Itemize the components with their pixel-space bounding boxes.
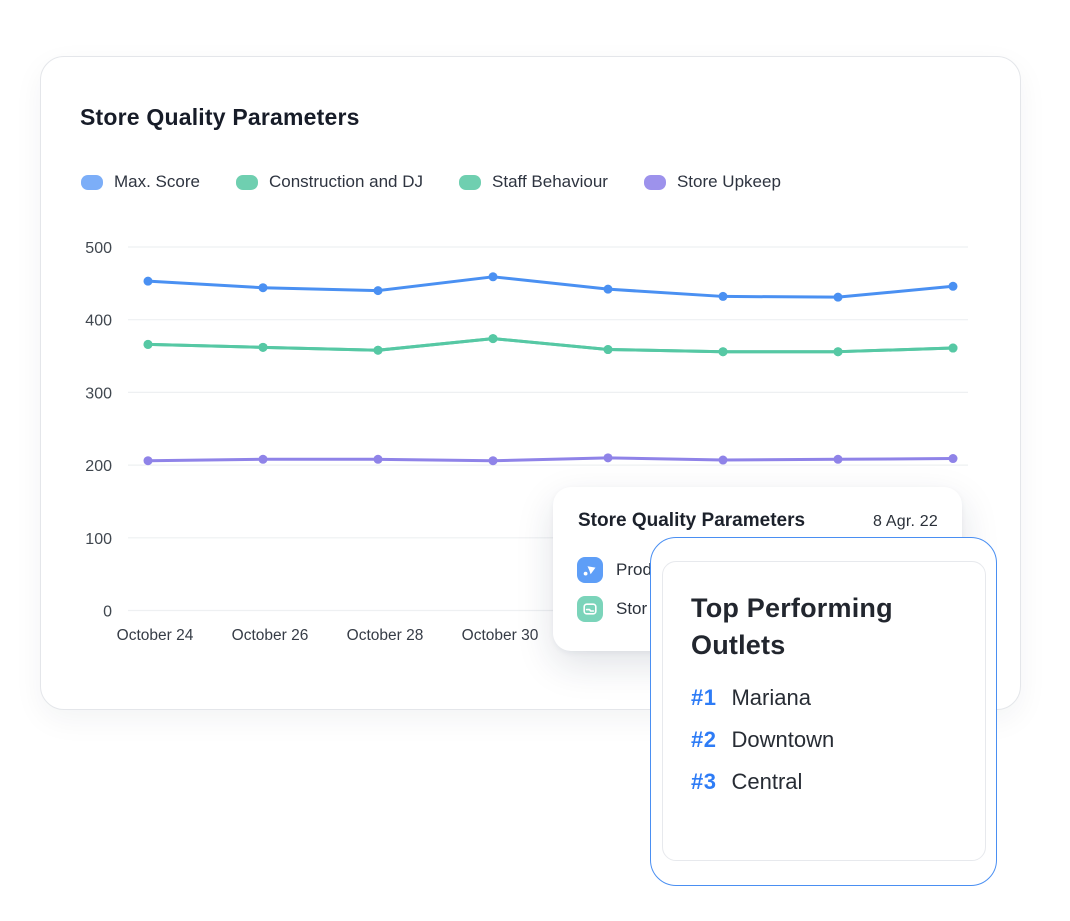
series-line-max-score [146, 275, 955, 299]
mail-icon [577, 596, 603, 622]
y-axis-label: 200 [85, 458, 112, 475]
data-point[interactable] [948, 343, 958, 353]
y-axis-label: 300 [85, 385, 112, 402]
data-point[interactable] [718, 291, 728, 301]
series-line-store-upkeep [146, 456, 955, 463]
tooltip-row: Stor [577, 596, 647, 622]
data-point[interactable] [603, 284, 613, 294]
y-axis-label: 500 [85, 240, 112, 257]
data-point[interactable] [258, 283, 268, 293]
data-point[interactable] [718, 347, 728, 357]
data-point[interactable] [603, 453, 613, 463]
chart-legend: Max. Score Construction and DJ Staff Behav… [81, 172, 781, 192]
outlet-rank: #2 [691, 727, 717, 752]
tooltip-title: Store Quality Parameters [578, 510, 806, 531]
outlet-item: #2 Downtown [691, 727, 834, 753]
legend-item[interactable]: Staff Behaviour [459, 172, 608, 192]
chart-title: Store Quality Parameters [80, 104, 360, 130]
data-point[interactable] [948, 454, 958, 464]
outlet-item: #3 Central [691, 769, 802, 795]
data-point[interactable] [258, 454, 268, 464]
data-point[interactable] [258, 342, 268, 352]
legend-label: Store Upkeep [676, 172, 781, 191]
legend-item[interactable]: Max. Score [81, 172, 200, 192]
x-axis-label: October 24 [117, 627, 194, 644]
data-point[interactable] [488, 272, 498, 282]
data-point[interactable] [488, 334, 498, 344]
legend-item[interactable]: Store Upkeep [643, 172, 781, 192]
top-outlets-inner-panel: Top Performing Outlets #1 Mariana #2 Dow… [662, 561, 986, 861]
outlet-name: Mariana [731, 685, 811, 710]
legend-swatch [81, 174, 103, 190]
tooltip-row: Prod [577, 557, 652, 583]
data-point[interactable] [373, 345, 383, 355]
legend-label: Staff Behaviour [492, 172, 608, 191]
outlet-item: #1 Mariana [691, 685, 811, 711]
y-axis-label: 100 [85, 531, 112, 548]
legend-label: Max. Score [114, 172, 200, 191]
outlet-rank: #1 [691, 685, 717, 710]
arrow-icon [577, 557, 603, 583]
data-point[interactable] [718, 455, 728, 465]
tooltip-row-label: Stor [616, 599, 648, 618]
data-point[interactable] [143, 456, 153, 466]
x-axis-label: October 26 [232, 627, 309, 644]
data-point[interactable] [488, 456, 498, 466]
data-point[interactable] [373, 286, 383, 296]
data-point[interactable] [143, 276, 153, 286]
tooltip-row-label: Prod [616, 560, 652, 579]
y-axis-label: 400 [85, 313, 112, 330]
y-axis-label: 0 [103, 604, 112, 621]
top-outlets-card: Top Performing Outlets #1 Mariana #2 Dow… [650, 537, 997, 886]
data-point[interactable] [603, 345, 613, 355]
data-point[interactable] [833, 347, 843, 357]
data-point[interactable] [833, 454, 843, 464]
data-point[interactable] [143, 339, 153, 349]
outlet-rank: #3 [691, 769, 717, 794]
tooltip-date: 8 Agr. 22 [873, 513, 938, 530]
legend-swatch [235, 174, 258, 190]
legend-swatch [643, 174, 666, 190]
x-axis-label: October 30 [462, 627, 539, 644]
data-point[interactable] [373, 454, 383, 464]
data-point[interactable] [948, 281, 958, 291]
outlets-title: Top Performing Outlets [691, 593, 893, 660]
outlet-name: Central [731, 769, 803, 794]
legend-item[interactable]: Construction and DJ [235, 172, 424, 192]
series-line-staff-behaviour [146, 337, 955, 354]
line-chart: 500 400 300 200 100 0 October 24 October 26 Octo… [85, 240, 968, 644]
data-point[interactable] [833, 292, 843, 302]
x-axis-label: October 28 [347, 627, 424, 644]
tooltip-header: Store Quality Parameters 8 Agr. 22 [578, 510, 938, 532]
legend-label: Construction and DJ [268, 172, 424, 191]
outlet-name: Downtown [731, 727, 835, 752]
legend-swatch [459, 174, 482, 190]
